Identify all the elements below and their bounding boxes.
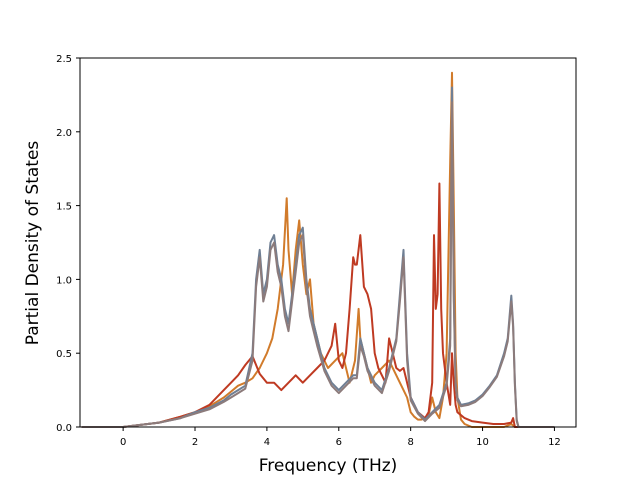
plot-frame — [79, 57, 577, 428]
y-tick-label: 2.5 — [56, 54, 72, 65]
y-axis-label: Partial Density of States — [23, 141, 43, 346]
y-tick-label: 2.0 — [56, 128, 72, 139]
y-tick-label: 1.0 — [56, 275, 72, 286]
x-tick-label: 4 — [264, 437, 270, 448]
series-line-2 — [81, 182, 555, 428]
x-tick-label: 2 — [192, 437, 198, 448]
x-tick-label: 8 — [407, 437, 413, 448]
y-tick-label: 0.0 — [56, 423, 72, 434]
y-tick-label: 1.5 — [56, 202, 72, 213]
y-tick-label: 0.5 — [56, 349, 72, 360]
series-line-4 — [81, 101, 555, 428]
x-tick-label: 10 — [476, 437, 489, 448]
x-tick-label: 0 — [120, 437, 126, 448]
x-axis-label: Frequency (THz) — [259, 456, 398, 476]
x-tick-label: 6 — [336, 437, 342, 448]
x-tick-label: 12 — [548, 437, 561, 448]
x-axis-ticks: 0 2 4 6 8 10 12 — [120, 427, 561, 448]
y-axis-ticks: 0.0 0.5 1.0 1.5 2.0 2.5 — [56, 54, 80, 434]
series-layer — [81, 71, 555, 428]
